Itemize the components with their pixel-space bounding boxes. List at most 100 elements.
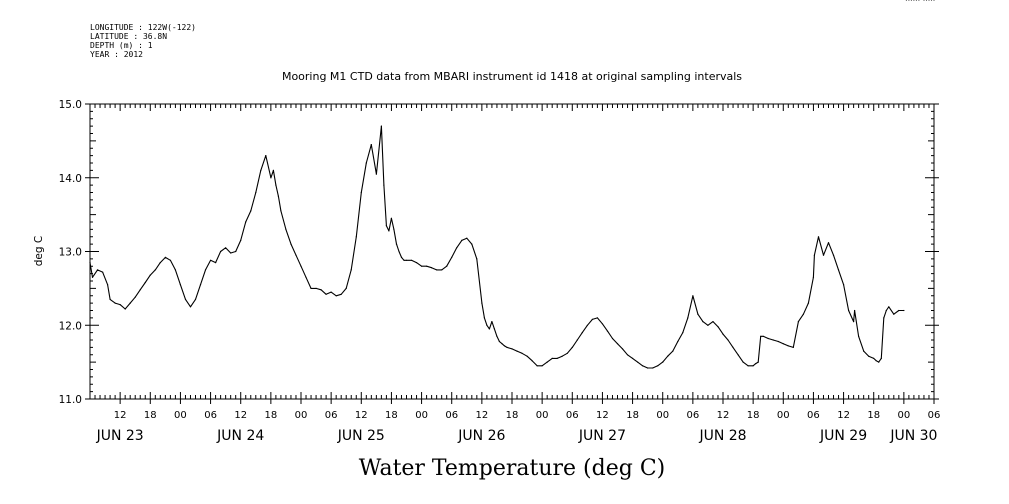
temperature-data-point bbox=[672, 350, 674, 352]
x-hour-label: 12 bbox=[234, 410, 247, 421]
metadata-block: LONGITUDE : 122W(-122) LATITUDE : 36.8N … bbox=[90, 23, 196, 59]
temperature-data-point bbox=[521, 352, 523, 354]
temperature-data-point bbox=[581, 332, 583, 334]
temperature-data-point bbox=[687, 317, 689, 319]
temperature-data-point bbox=[752, 365, 754, 367]
temperature-data-point bbox=[762, 335, 764, 337]
temperature-data-point bbox=[320, 289, 322, 291]
temperature-data-point bbox=[822, 254, 825, 256]
temperature-data-point bbox=[265, 155, 267, 157]
temperature-data-point bbox=[757, 361, 759, 363]
temperature-data-point bbox=[682, 332, 684, 334]
temperature-data-point bbox=[184, 298, 187, 300]
temperature-data-point bbox=[194, 298, 197, 300]
temperature-data-point bbox=[878, 361, 880, 363]
temperature-data-point bbox=[134, 296, 136, 298]
x-hour-label: 00 bbox=[536, 410, 549, 421]
temperature-data-point bbox=[491, 321, 493, 323]
temperature-data-point bbox=[204, 269, 207, 271]
x-hour-label: 18 bbox=[144, 410, 157, 421]
y-tick-label: 12.0 bbox=[59, 320, 82, 332]
temperature-data-point bbox=[277, 195, 279, 197]
temperature-data-point bbox=[637, 361, 639, 363]
temperature-data-point bbox=[910, 0, 912, 1]
temperature-data-point bbox=[330, 291, 332, 293]
y-tick-label: 14.0 bbox=[59, 173, 82, 185]
temperature-data-point bbox=[149, 274, 151, 276]
y-tick-label: 13.0 bbox=[59, 247, 82, 259]
x-axis: 12 18 00 06 12 18 00 06 12 18 00 06 12 18 00 06 12 18 00 06… bbox=[89, 104, 940, 444]
temperature-data-point bbox=[415, 262, 418, 264]
x-hour-label: 12 bbox=[114, 410, 127, 421]
plot-frame bbox=[89, 103, 935, 400]
y-tick-label: 15.0 bbox=[59, 99, 82, 111]
temperature-data-point bbox=[576, 339, 578, 341]
temperature-data-point bbox=[802, 313, 805, 315]
temperature-data-point bbox=[556, 357, 558, 359]
temperature-data-point bbox=[441, 269, 443, 271]
temperature-data-point bbox=[858, 335, 860, 337]
x-hour-label: 06 bbox=[325, 410, 338, 421]
x-hour-label: 00 bbox=[415, 410, 428, 421]
x-day-label: JUN 24 bbox=[216, 428, 264, 444]
temperature-data-point bbox=[662, 361, 664, 363]
temperature-data-point bbox=[350, 269, 352, 271]
x-hour-label: 12 bbox=[837, 410, 850, 421]
temperature-data-point bbox=[461, 239, 463, 241]
temperature-data-point bbox=[325, 293, 327, 295]
temperature-data-point bbox=[566, 352, 568, 354]
x-hour-label: 12 bbox=[475, 410, 488, 421]
temperature-data-point bbox=[405, 259, 408, 261]
temperature-data-point bbox=[767, 337, 769, 340]
temperature-data-point bbox=[908, 0, 910, 1]
x-day-label: JUN 23 bbox=[96, 428, 144, 444]
y-axis: 11.0 12.0 13.0 14.0 15.0 bbox=[59, 99, 939, 406]
temperature-data-point bbox=[546, 361, 548, 363]
temperature-data-point bbox=[848, 309, 850, 312]
temperature-data-point bbox=[388, 230, 390, 232]
temperature-data-point bbox=[717, 326, 719, 328]
temperature-data-point bbox=[496, 335, 498, 337]
temperature-data-point bbox=[541, 365, 543, 367]
temperature-data-point bbox=[647, 367, 649, 369]
temperature-data-point bbox=[918, 0, 920, 1]
temperature-data-point bbox=[561, 355, 563, 357]
temperature-data-point bbox=[451, 256, 453, 258]
temperature-data-point bbox=[933, 0, 935, 1]
temperature-data-point bbox=[114, 302, 116, 304]
x-hour-label: 12 bbox=[717, 410, 730, 421]
temperature-data-point bbox=[199, 284, 202, 286]
temperature-data-point bbox=[488, 328, 490, 330]
temperature-data-point bbox=[642, 365, 644, 367]
temperature-data-point bbox=[250, 210, 252, 212]
temperature-data-point bbox=[526, 355, 528, 357]
temperature-data-point bbox=[315, 287, 317, 289]
x-hour-label: 00 bbox=[295, 410, 308, 421]
temperature-data-point bbox=[697, 313, 699, 315]
temperature-data-point bbox=[403, 259, 405, 261]
temperature-data-point bbox=[632, 357, 634, 359]
temperature-data-point bbox=[657, 365, 659, 367]
temperature-data-point bbox=[486, 324, 488, 326]
temperature-data-point bbox=[898, 309, 900, 312]
temperature-data-point bbox=[777, 340, 779, 343]
meta-longitude: LONGITUDE : 122W(-122) bbox=[90, 23, 196, 32]
temperature-data-point bbox=[89, 262, 91, 264]
temperature-data-point bbox=[355, 236, 357, 238]
temperature-data-point bbox=[436, 269, 438, 271]
temperature-data-point bbox=[483, 317, 485, 319]
temperature-series-line bbox=[89, 125, 904, 369]
x-hour-label: 18 bbox=[626, 410, 639, 421]
temperature-data-point bbox=[398, 250, 400, 253]
temperature-data-point bbox=[611, 337, 614, 340]
temperature-data-point bbox=[456, 247, 458, 249]
temperature-data-point bbox=[107, 284, 109, 286]
temperature-data-point bbox=[365, 162, 367, 164]
temperature-data-point bbox=[797, 321, 800, 323]
temperature-data-point bbox=[885, 309, 887, 312]
temperature-data-point bbox=[832, 254, 835, 256]
temperature-data-point bbox=[813, 254, 816, 256]
temperature-data-point bbox=[677, 340, 679, 343]
temperature-data-point bbox=[360, 191, 362, 194]
